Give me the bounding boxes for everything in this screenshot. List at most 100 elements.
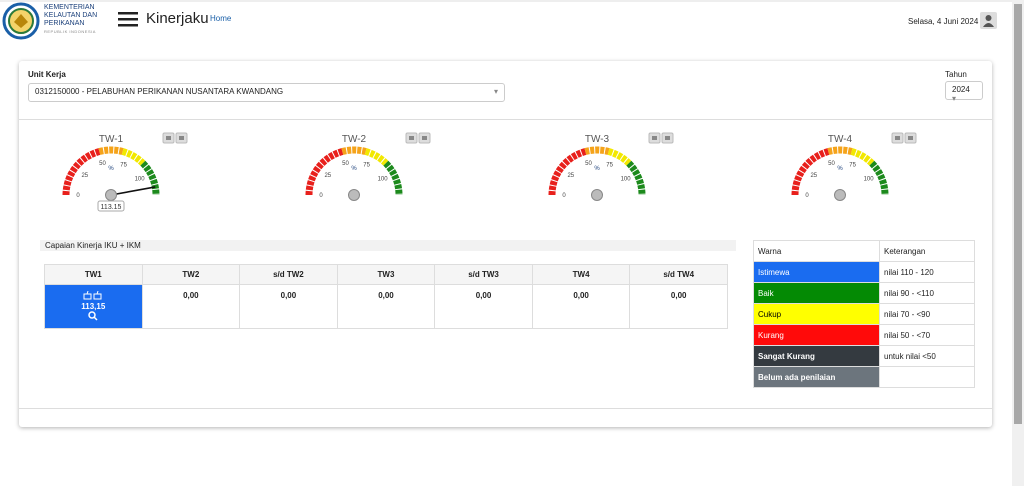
unit-value: 0312150000 - PELABUHAN PERIKANAN NUSANTA… (35, 87, 284, 96)
legend-row: Baik nilai 90 - <110 (753, 282, 975, 304)
gauge-tick-label: 25 (324, 173, 331, 179)
gauge-tick-label: 100 (378, 177, 389, 183)
export-button[interactable] (405, 132, 418, 144)
legend-range: untuk nilai <50 (879, 345, 975, 367)
user-button[interactable] (980, 12, 997, 29)
legend-row: Istimewa nilai 110 - 120 (753, 261, 975, 283)
gauge-band (626, 160, 646, 196)
legend-color: Cukup (753, 303, 880, 325)
breadcrumb[interactable]: Home (210, 14, 232, 23)
gauge-value-box (97, 200, 125, 212)
gauge-title: TW-2 (342, 134, 367, 145)
gauge-pivot (105, 189, 117, 201)
gauge-tick-label: 25 (810, 173, 817, 179)
gauge-band (548, 148, 587, 196)
thumbs-icon (83, 290, 102, 300)
gauge-title: TW-3 (585, 134, 610, 145)
export-button[interactable] (661, 132, 674, 144)
legend-range: nilai 50 - <70 (879, 324, 975, 346)
year-value: 2024 (952, 85, 970, 94)
button-icon (179, 136, 184, 140)
logo-text: KEMENTERIAN KELAUTAN DAN PERIKANAN REPUB… (44, 4, 97, 36)
gauge-unit: % (594, 166, 600, 172)
column-header: s/d TW4 (629, 264, 728, 285)
export-button[interactable] (175, 132, 188, 144)
gauge-band (62, 148, 101, 196)
legend-color: Sangat Kurang (753, 345, 880, 367)
app-title: Kinerjaku (146, 10, 209, 27)
gauge-tick-label: 25 (567, 173, 574, 179)
gauge-tick-label: 75 (849, 163, 856, 169)
logo-line: KELAUTAN DAN (44, 12, 98, 19)
column-header: TW4 (531, 264, 631, 285)
button-icon (895, 136, 900, 140)
table-cell: 0,00 (531, 284, 631, 329)
gauge-band (364, 148, 389, 166)
gauge-band (140, 160, 160, 196)
gauge-tick-label: 75 (363, 163, 370, 169)
gauge-band (869, 160, 889, 196)
divider (19, 119, 992, 120)
export-button[interactable] (904, 132, 917, 144)
table-row: 113,15 0,00 0,00 0,00 0,00 0,00 0,00 (44, 284, 728, 329)
gauge-tick-label: 0 (319, 193, 323, 199)
table-cell[interactable]: 113,15 (44, 284, 143, 329)
year-select[interactable]: 2024 ▾ (945, 81, 983, 103)
gauge-pivot (834, 189, 846, 201)
gauge-tick-label: 100 (135, 177, 146, 183)
logo (2, 2, 40, 40)
gauge-needle (110, 186, 156, 196)
gauge-tick-label: 50 (342, 161, 349, 167)
gauge-band (121, 148, 146, 166)
gauge-unit: % (837, 166, 843, 172)
column-header: Keterangan (879, 240, 975, 262)
scrollbar-thumb[interactable] (1014, 4, 1022, 424)
export-button[interactable] (648, 132, 661, 144)
export-button[interactable] (162, 132, 175, 144)
date: Selasa, 4 Juni 2024 (908, 17, 979, 26)
legend-color: Belum ada penilaian (753, 366, 880, 388)
gauges: TW-1 0 25 50 75 100% 113.15 TW-2 0 25 50 75 100% TW-3… (62, 132, 917, 212)
column-header: TW1 (44, 264, 143, 285)
legend-range: nilai 110 - 120 (879, 261, 975, 283)
button-icon (166, 136, 171, 140)
divider (19, 408, 992, 409)
button-icon (665, 136, 670, 140)
gauge-tick-label: 0 (562, 193, 566, 199)
legend-range: nilai 90 - <110 (879, 282, 975, 304)
legend-color: Baik (753, 282, 880, 304)
export-button[interactable] (891, 132, 904, 144)
table-cell: 0,00 (336, 284, 436, 329)
top-border (0, 0, 1012, 2)
legend-color: Istimewa (753, 261, 880, 283)
gauge-unit: % (108, 166, 114, 172)
table-cell: 0,00 (239, 284, 338, 329)
achievement-table: TW1 TW2 s/d TW2 TW3 s/d TW3 TW4 s/d TW4 113,15 0… (44, 264, 728, 329)
menu-button[interactable] (118, 11, 138, 27)
gauge-band (584, 146, 610, 155)
gauge-tick-label: 50 (99, 161, 106, 167)
gauge-band (607, 148, 632, 166)
gauge-tick-label: 75 (120, 163, 127, 169)
year-label: Tahun (945, 70, 967, 79)
unit-select[interactable]: 0312150000 - PELABUHAN PERIKANAN NUSANTA… (28, 83, 505, 102)
section-title: Capaian Kinerja IKU + IKM (40, 240, 736, 251)
gauge-title: TW-4 (828, 134, 853, 145)
logo-line: KEMENTERIAN (44, 4, 95, 11)
search-icon[interactable] (88, 311, 98, 321)
gauge-band (341, 146, 367, 155)
column-header: s/d TW3 (434, 264, 533, 285)
gauge-band (827, 146, 853, 155)
gauge-tick-label: 50 (585, 161, 592, 167)
gauge-pivot (348, 189, 360, 201)
button-icon (652, 136, 657, 140)
legend-range (879, 366, 975, 388)
button-icon (422, 136, 427, 140)
gauge-value-label: 113.15 (101, 204, 122, 211)
column-header: TW3 (336, 264, 436, 285)
legend-table: Warna Keterangan Istimewa nilai 110 - 120 Ba… (753, 240, 975, 388)
legend-row: Kurang nilai 50 - <70 (753, 324, 975, 346)
export-button[interactable] (418, 132, 431, 144)
cell-value: 113,15 (81, 302, 106, 311)
